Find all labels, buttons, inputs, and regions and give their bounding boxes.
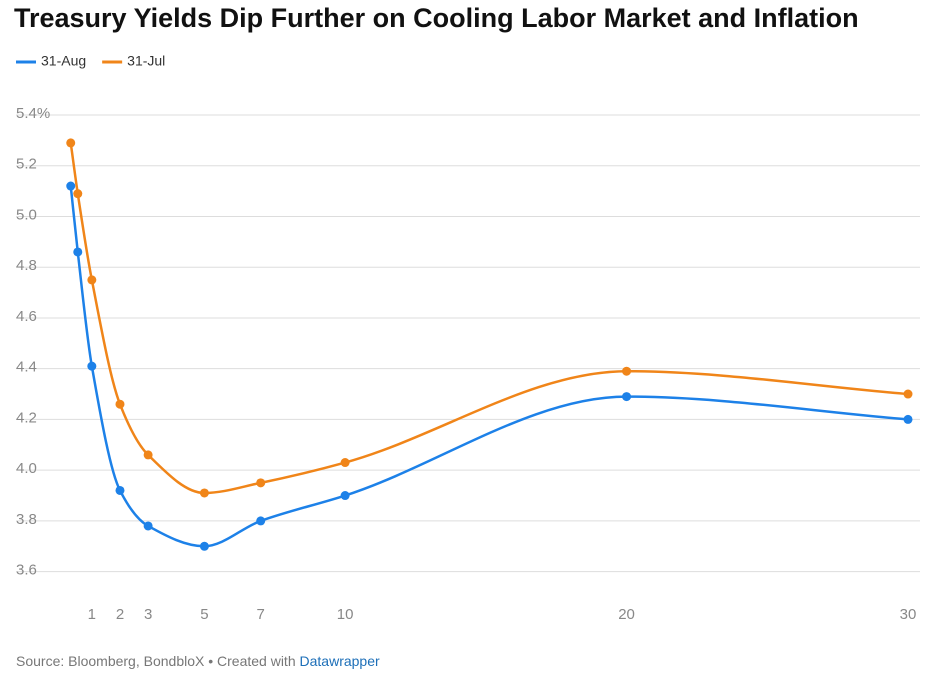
data-point [66,138,76,148]
x-tick-label: 1 [88,606,96,623]
data-point [143,521,153,531]
x-tick-label: 5 [200,606,208,623]
source: Source: Bloomberg, BondbloX • Created wi… [16,653,380,669]
y-tick-label: 5.0 [16,206,37,223]
data-point [115,485,125,495]
data-point [340,491,350,501]
x-tick-label: 7 [257,606,265,623]
legend-label: 31-Jul [127,53,165,69]
y-tick-label: 5.4% [16,105,50,122]
y-tick-label: 3.8 [16,511,37,528]
source-text: Source: Bloomberg, BondbloX • Created wi… [16,653,296,669]
chart-title: Treasury Yields Dip Further on Cooling L… [14,3,859,33]
y-tick-label: 4.6 [16,308,37,325]
x-tick-label: 20 [618,606,635,623]
y-tick-label: 4.0 [16,460,37,477]
data-point [622,392,632,402]
x-tick-label: 3 [144,606,152,623]
data-point [903,414,913,424]
y-tick-label: 4.2 [16,409,37,426]
data-point [143,450,153,460]
data-point [256,478,266,488]
data-point [73,247,83,257]
legend-label: 31-Aug [41,53,86,69]
y-tick-label: 5.2 [16,156,37,173]
credit-link[interactable]: Datawrapper [300,653,380,669]
data-point [622,366,632,376]
data-point [66,181,76,191]
x-tick-label: 10 [337,606,354,623]
data-point [340,458,350,468]
data-point [199,488,209,498]
x-tick-label: 2 [116,606,124,623]
y-tick-label: 4.8 [16,257,37,274]
data-point [87,361,97,371]
data-point [256,516,266,526]
y-tick-label: 4.4 [16,359,37,376]
data-point [73,189,83,199]
x-tick-label: 30 [900,606,917,623]
data-point [115,399,125,409]
data-point [903,389,913,399]
data-point [87,275,97,285]
data-point [199,541,209,551]
y-tick-label: 3.6 [16,562,37,579]
